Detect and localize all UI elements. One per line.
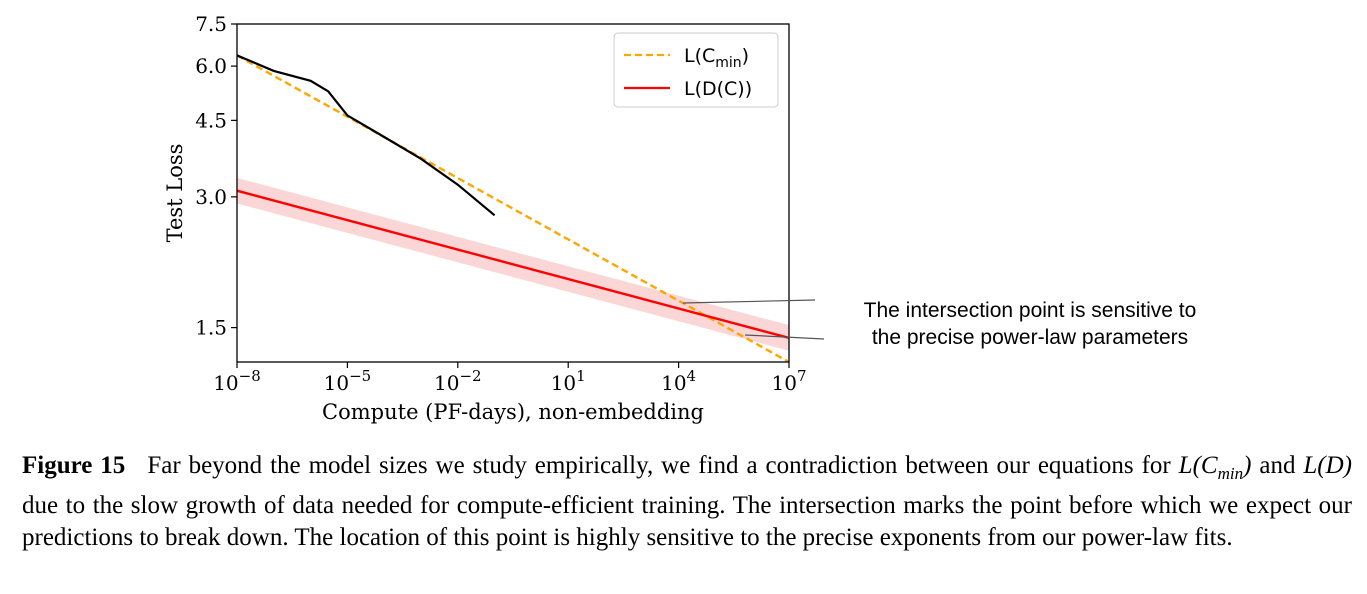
x-tick-label: 10−5 xyxy=(324,367,372,395)
x-tick-label: 101 xyxy=(551,367,586,395)
figure-15-chart: 10−8 10−5 10−2 101 104 107 1.5 3.0 4.5 6.0 7.5 Com… xyxy=(163,12,1197,424)
figure-caption: Figure 15 Far beyond the model sizes we s… xyxy=(22,450,1352,554)
legend-label-ldc: L(D(C)) xyxy=(684,78,752,100)
caption-text-part2: due to the slow growth of data needed fo… xyxy=(22,492,1352,551)
y-tick-label: 7.5 xyxy=(195,12,227,36)
annotation-text-line-1: The intersection point is sensitive to xyxy=(864,299,1197,322)
x-tick-label: 10−8 xyxy=(213,367,261,395)
plot-area xyxy=(237,54,789,362)
series-line-lcmin xyxy=(237,54,789,362)
intersection-annotation: The intersection point is sensitive to t… xyxy=(682,299,1197,349)
y-tick-label: 3.0 xyxy=(195,185,227,209)
y-tick-label: 6.0 xyxy=(195,54,227,78)
x-tick-label: 107 xyxy=(772,367,807,395)
series-line-ldc xyxy=(237,189,789,340)
legend: L(Cmin) L(D(C)) xyxy=(613,32,779,108)
x-tick-label: 104 xyxy=(661,367,696,395)
series-line-empirical xyxy=(237,54,496,217)
caption-text-part1: Far beyond the model sizes we study empi… xyxy=(147,452,1179,479)
legend-label-cmin: L(Cmin) xyxy=(684,45,749,71)
caption-eq-lcmin: L(Cmin) xyxy=(1178,452,1252,483)
x-tick-label: 10−2 xyxy=(434,367,482,395)
annotation-pointer-line xyxy=(744,334,825,340)
axis-ticks: 10−8 10−5 10−2 101 104 107 1.5 3.0 4.5 6.0 7.5 xyxy=(195,12,806,395)
caption-text-mid: and xyxy=(1251,452,1304,479)
annotation-text-line-2: the precise power-law parameters xyxy=(872,326,1188,349)
figure-label: Figure 15 xyxy=(22,452,126,479)
x-axis-label: Compute (PF-days), non-embedding xyxy=(322,400,704,424)
caption-eq-ld: L(D) xyxy=(1303,452,1352,479)
annotation-pointer-line xyxy=(682,299,816,304)
y-axis-label: Test Loss xyxy=(163,144,187,243)
y-tick-label: 1.5 xyxy=(195,316,227,340)
y-tick-label: 4.5 xyxy=(195,108,227,132)
plot-frame xyxy=(236,23,790,363)
